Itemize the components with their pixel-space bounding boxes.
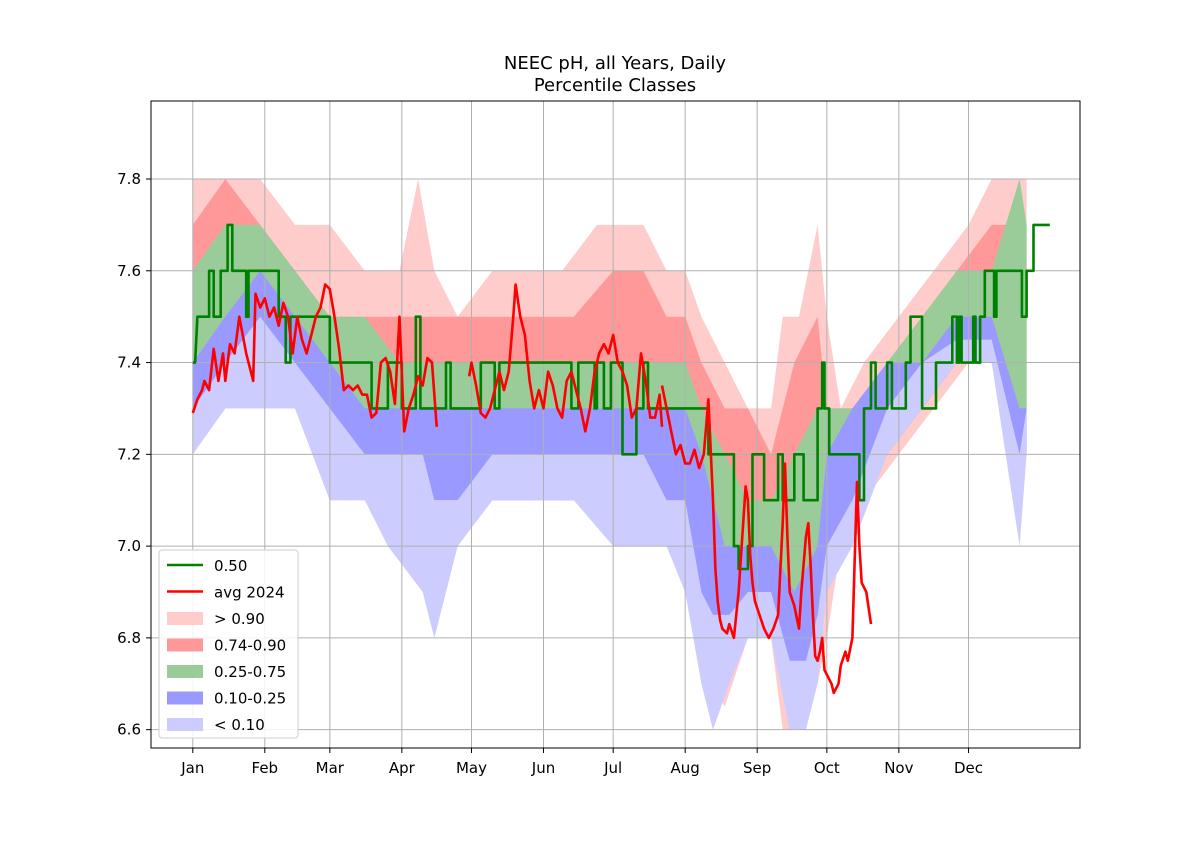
legend-label: > 0.90 — [214, 610, 265, 628]
legend-label: 0.25-0.75 — [214, 663, 286, 681]
legend-label: 0.50 — [214, 557, 247, 575]
legend-box — [158, 549, 299, 739]
legend-swatch-patch — [167, 612, 203, 625]
y-tick-label: 6.8 — [117, 629, 141, 647]
x-tick-label: May — [456, 759, 487, 777]
x-tick-label: Dec — [954, 759, 983, 777]
plot-area: Jan Feb Mar Apr May Jun Jul Aug Sep Oct Nov Dec 6.6 6… — [117, 100, 1081, 777]
x-tick-label: Aug — [671, 759, 700, 777]
y-tick-label: 7.6 — [117, 262, 141, 280]
y-tick-label: 6.6 — [117, 721, 141, 739]
legend-label: avg 2024 — [214, 584, 285, 602]
legend-label: 0.74-0.90 — [214, 637, 286, 655]
legend-swatch-patch — [167, 665, 203, 678]
legend-swatch-patch — [167, 718, 203, 731]
avg-2024-line-1 — [191, 283, 438, 433]
x-tick-label: Feb — [252, 759, 279, 777]
y-tick-label: 7.4 — [117, 354, 141, 372]
x-tick-label: Nov — [884, 759, 913, 777]
legend-swatch-patch — [167, 638, 203, 652]
median-line — [192, 223, 1050, 571]
x-tick-label: Apr — [389, 759, 416, 777]
chart-subtitle: Percentile Classes — [534, 75, 696, 96]
x-tick-label: Jan — [180, 759, 204, 777]
chart-title: NEEC pH, all Years, Daily — [504, 53, 726, 74]
band--0-10 — [192, 316, 1027, 730]
legend-swatch-patch — [167, 691, 203, 705]
x-tick-label: Sep — [743, 759, 771, 777]
x-tick-label: Jul — [603, 759, 622, 777]
avg-2024-line-3 — [660, 385, 873, 695]
plot-frame — [150, 100, 1081, 749]
legend: 0.50 avg 2024 > 0.90 0.74-0.90 0.25-0.75 0.10… — [158, 549, 299, 739]
avg-2024-line-2 — [467, 283, 664, 433]
y-tick-label: 7.8 — [117, 170, 141, 188]
y-tick-label: 7.0 — [117, 537, 141, 555]
legend-label: < 0.10 — [214, 716, 265, 734]
x-tick-label: Oct — [814, 759, 840, 777]
plot-content — [151, 101, 1080, 748]
x-tick-label: Mar — [316, 759, 345, 777]
legend-label: 0.10-0.25 — [214, 690, 286, 708]
x-tick-label: Jun — [531, 759, 555, 777]
y-tick-label: 7.2 — [117, 445, 141, 463]
